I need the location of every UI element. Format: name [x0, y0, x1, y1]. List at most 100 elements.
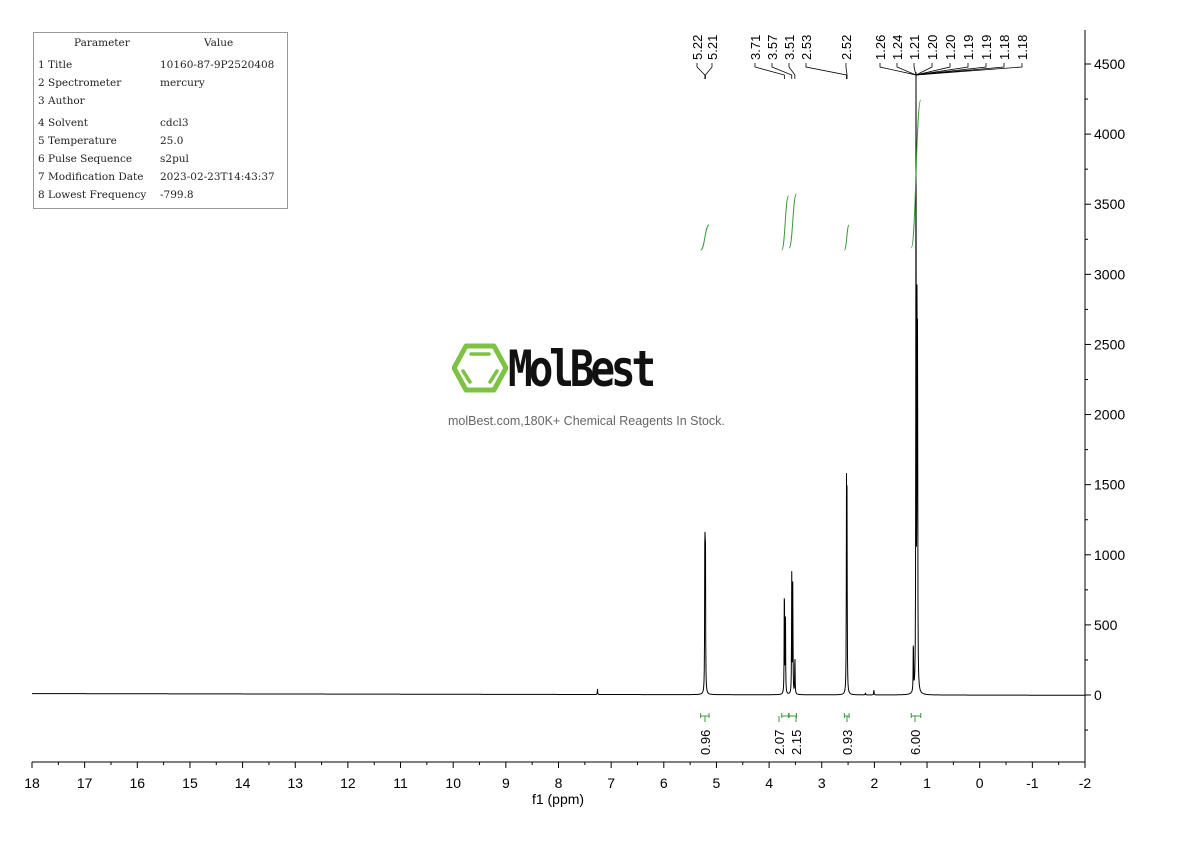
spectrum-line — [32, 72, 1085, 696]
peak-label-leader — [915, 63, 1005, 79]
peak-label-leader — [915, 63, 933, 79]
peak-label-leader — [696, 63, 706, 79]
peak-label: 2.53 — [799, 35, 814, 60]
peak-label-leader — [915, 63, 951, 79]
x-tick-label: 11 — [393, 775, 408, 791]
integral-bracket — [843, 713, 850, 722]
molbest-hexagon-logo-icon — [452, 343, 508, 393]
parameter-name: 3 Author — [38, 95, 85, 107]
parameter-value: 10160-87-9P2520408 — [160, 59, 275, 71]
integral-value: 6.00 — [908, 730, 923, 755]
parameter-value: 25.0 — [160, 135, 184, 147]
integral-curve — [843, 224, 850, 251]
parameter-name: 7 Modification Date — [38, 171, 144, 183]
y-tick-label: 2500 — [1094, 336, 1125, 352]
integral-curve — [700, 224, 710, 251]
peak-label-leader — [788, 63, 796, 79]
peak-label: 3.71 — [748, 35, 763, 60]
molbest-brand-text: MolBest — [508, 340, 656, 398]
peak-label-leader — [896, 63, 917, 79]
x-tick-label: 7 — [607, 775, 615, 791]
peak-label: 5.22 — [690, 35, 705, 60]
y-tick-label: 0 — [1094, 687, 1102, 703]
parameter-value: -799.8 — [160, 189, 194, 201]
peak-label: 1.24 — [890, 35, 905, 60]
x-tick-label: -1 — [1026, 775, 1039, 791]
x-tick-label: 4 — [765, 775, 773, 791]
integral-bracket — [700, 713, 710, 722]
integral-curve — [781, 195, 790, 251]
x-tick-label: 17 — [77, 775, 93, 791]
integral-value: 2.07 — [772, 730, 787, 755]
y-tick-label: 3000 — [1094, 266, 1125, 282]
y-tick-label: 2000 — [1094, 407, 1125, 423]
parameter-name: 1 Title — [38, 59, 73, 71]
x-tick-label: 6 — [660, 775, 668, 791]
peak-label: 1.19 — [979, 35, 994, 60]
y-tick-label: 4000 — [1094, 126, 1125, 142]
x-tick-label: 1 — [923, 775, 931, 791]
y-tick-label: 1500 — [1094, 477, 1125, 493]
y-tick-label: 3500 — [1094, 196, 1125, 212]
x-tick-label: 5 — [713, 775, 721, 791]
peak-label: 1.18 — [997, 35, 1012, 60]
x-tick-label: 8 — [555, 775, 563, 791]
parameter-name: 5 Temperature — [38, 135, 117, 147]
y-tick-label: 500 — [1094, 617, 1118, 633]
peak-label-leader — [771, 63, 793, 79]
watermark-slogan: molBest.com,180K+ Chemical Reagents In S… — [448, 414, 725, 428]
integral-curve — [788, 193, 797, 249]
x-tick-label: 18 — [24, 775, 40, 791]
parameter-name: 6 Pulse Sequence — [38, 153, 133, 165]
peak-label: 1.21 — [907, 35, 922, 60]
x-tick-label: 13 — [287, 775, 303, 791]
peak-label-leader — [704, 63, 713, 79]
x-tick-label: 12 — [340, 775, 356, 791]
parameter-name: 2 Spectrometer — [38, 77, 122, 89]
x-tick-label: -2 — [1079, 775, 1092, 791]
parameter-name: 4 Solvent — [38, 117, 89, 129]
peak-label: 2.52 — [839, 35, 854, 60]
peak-label: 5.21 — [705, 35, 720, 60]
peak-label: 1.18 — [1015, 35, 1030, 60]
integral-curve — [910, 99, 922, 249]
peak-label-leader — [915, 63, 1023, 79]
parameter-name: 8 Lowest Frequency — [38, 189, 147, 201]
x-tick-label: 9 — [502, 775, 510, 791]
peak-label-leader — [754, 63, 785, 79]
x-tick-label: 0 — [976, 775, 984, 791]
peak-label-leader — [915, 63, 987, 79]
peak-label: 1.20 — [943, 35, 958, 60]
parameter-value: 2023-02-23T14:43:37 — [160, 171, 275, 183]
x-axis-label: f1 (ppm) — [532, 791, 584, 807]
parameter-value: cdcl3 — [160, 117, 189, 129]
value-header: Value — [204, 37, 234, 49]
parameter-value: s2pul — [160, 153, 189, 165]
y-tick-label: 4500 — [1094, 56, 1125, 72]
y-tick-label: 1000 — [1094, 547, 1125, 563]
parameter-table: Parameter Value 1 Title 10160-87-9P252040… — [33, 32, 288, 209]
peak-label-leader — [845, 63, 848, 79]
peak-label-leader — [805, 63, 847, 79]
x-tick-label: 10 — [445, 775, 461, 791]
peak-label: 3.57 — [765, 35, 780, 60]
x-tick-label: 15 — [182, 775, 198, 791]
peak-label: 1.20 — [925, 35, 940, 60]
integral-value: 0.96 — [698, 730, 713, 755]
integral-bracket — [778, 713, 790, 722]
integral-value: 2.15 — [789, 730, 804, 755]
x-tick-label: 2 — [871, 775, 879, 791]
peak-label: 1.26 — [873, 35, 888, 60]
integral-bracket — [788, 713, 797, 722]
parameter-header: Parameter — [74, 37, 130, 49]
x-tick-label: 14 — [235, 775, 251, 791]
parameter-value: mercury — [160, 77, 205, 89]
integral-bracket — [910, 713, 922, 722]
integral-value: 0.93 — [840, 730, 855, 755]
x-tick-label: 3 — [818, 775, 826, 791]
peak-label: 3.51 — [782, 35, 797, 60]
x-tick-label: 16 — [130, 775, 146, 791]
peak-label: 1.19 — [961, 35, 976, 60]
